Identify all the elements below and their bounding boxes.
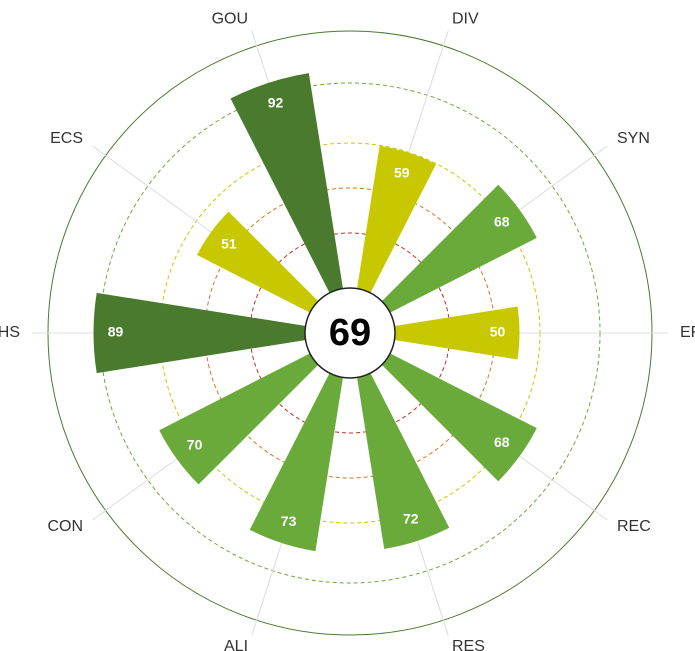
bar <box>249 333 350 552</box>
bar <box>93 292 350 374</box>
value-label: 92 <box>268 94 284 110</box>
category-label: REC <box>617 518 651 535</box>
value-label: 73 <box>281 513 297 529</box>
value-label: 68 <box>494 434 510 450</box>
center-value: 69 <box>329 312 371 354</box>
bar <box>350 306 520 360</box>
value-label: 68 <box>494 213 510 229</box>
value-label: 72 <box>403 511 419 527</box>
bar <box>230 73 350 334</box>
value-label: 51 <box>221 236 237 252</box>
category-label: SYN <box>617 130 650 147</box>
category-label: ALI <box>224 638 248 651</box>
category-label: EFF <box>680 324 695 341</box>
category-label: VHS <box>0 324 20 341</box>
bar <box>350 145 437 333</box>
category-label: ECS <box>50 130 83 147</box>
value-label: 89 <box>108 324 124 340</box>
value-label: 59 <box>394 164 410 180</box>
category-label: GOU <box>212 10 248 27</box>
category-label: DIV <box>452 10 479 27</box>
bar <box>159 333 350 485</box>
value-label: 50 <box>490 324 506 340</box>
center-circle <box>304 287 396 379</box>
bars <box>93 73 537 552</box>
bar <box>350 333 450 549</box>
bar <box>350 333 537 482</box>
bar <box>196 211 350 333</box>
category-label: CON <box>47 518 83 535</box>
category-label: RES <box>452 638 485 651</box>
bar <box>350 184 537 333</box>
value-label: 70 <box>187 437 203 453</box>
